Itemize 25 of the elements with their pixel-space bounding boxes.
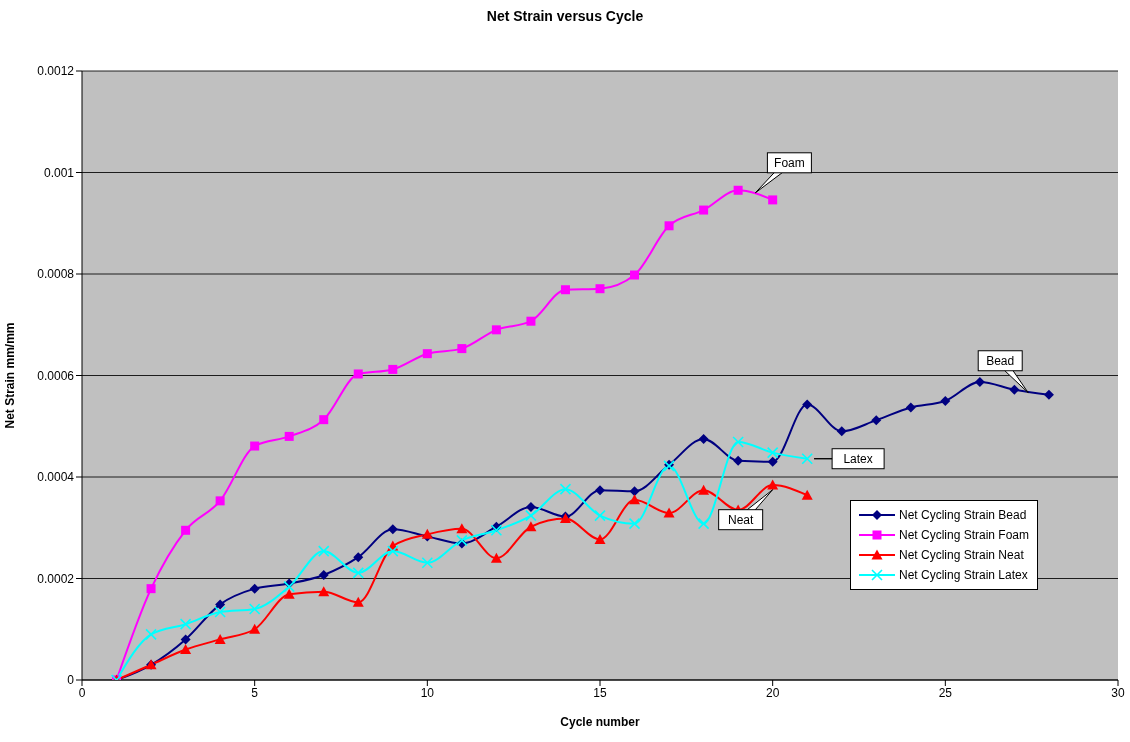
x-tick-label: 0	[78, 685, 86, 700]
x-tick-label: 30	[1111, 685, 1125, 700]
legend-label: Net Cycling Strain Foam	[899, 528, 1030, 542]
legend-label: Net Cycling Strain Neat	[899, 548, 1024, 562]
x-tick-label: 10	[420, 685, 435, 700]
x-axis-title: Cycle number	[560, 715, 641, 729]
annotation: Latex	[843, 451, 873, 466]
y-tick-label: 0.0012	[37, 64, 75, 79]
y-tick-label: 0.0004	[37, 470, 75, 485]
annotation: Neat	[727, 512, 754, 527]
y-tick-label: 0.0008	[37, 267, 75, 282]
x-tick-label: 5	[251, 685, 259, 700]
x-tick-label: 20	[765, 685, 780, 700]
x-tick-label: 25	[938, 685, 953, 700]
annotation: Bead	[986, 353, 1015, 368]
y-tick-label: 0	[67, 673, 75, 688]
y-tick-label: 0.001	[43, 165, 75, 180]
legend-label: Net Cycling Strain Bead	[899, 508, 1027, 522]
legend-label: Net Cycling Strain Latex	[899, 568, 1028, 582]
x-tick-label: 15	[593, 685, 607, 700]
annotation: Foam	[774, 155, 805, 170]
chart-title: Net Strain versus Cycle	[485, 8, 645, 24]
y-tick-label: 0.0002	[37, 571, 75, 586]
y-axis-title: Net Strain mm/mm	[3, 322, 18, 429]
y-tick-label: 0.0006	[37, 368, 75, 383]
